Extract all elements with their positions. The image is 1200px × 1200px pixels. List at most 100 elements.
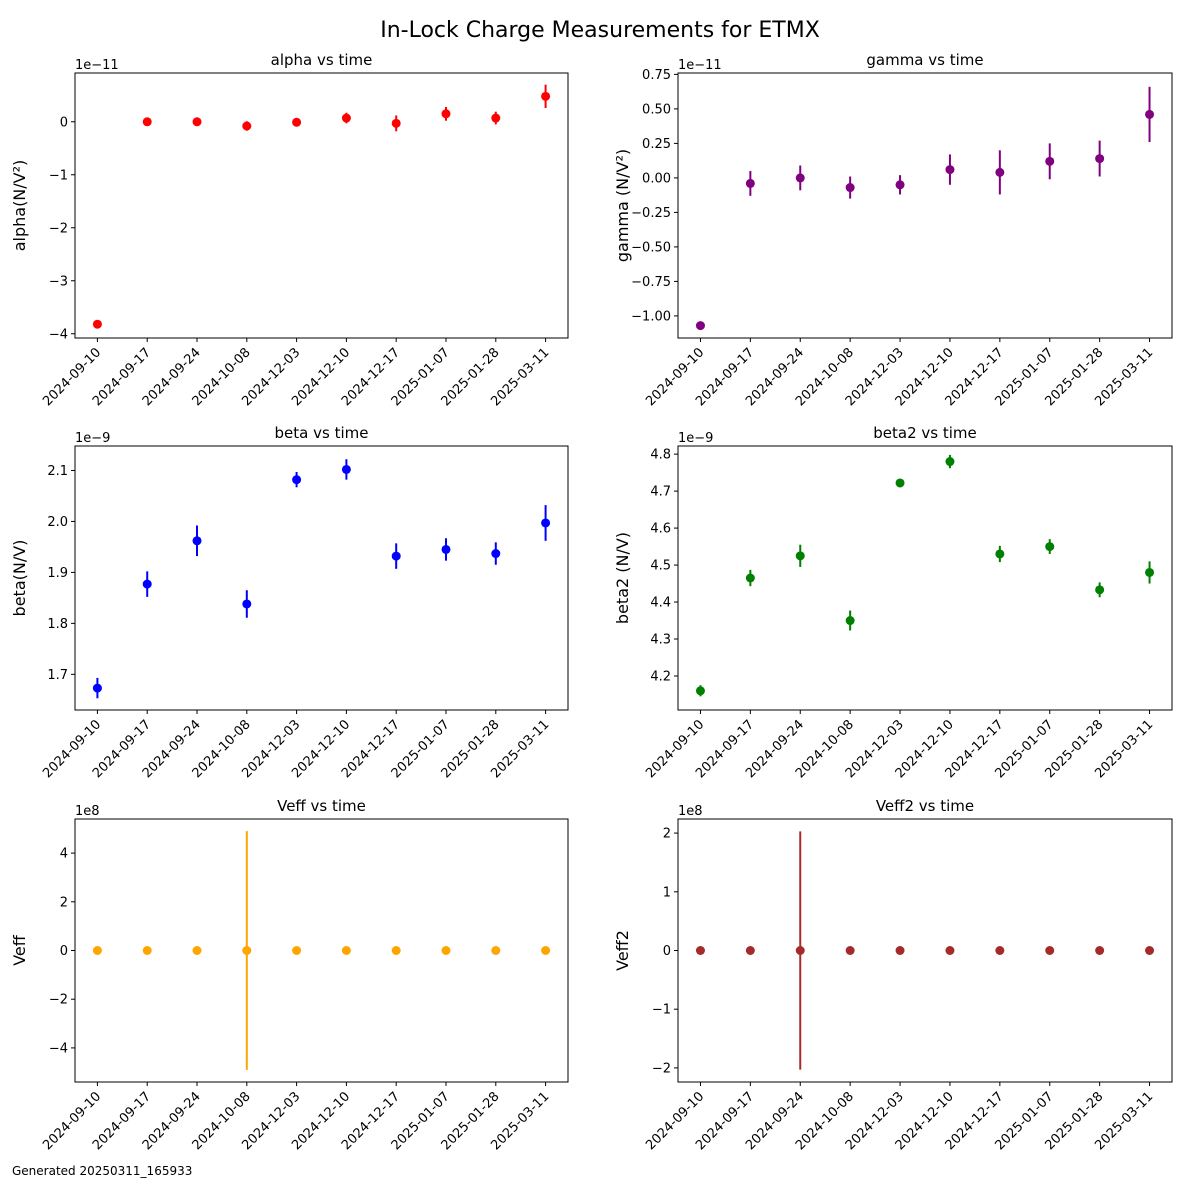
data-point: [192, 117, 202, 127]
data-point: [795, 946, 805, 955]
y-axis-label: gamma (N/V²): [613, 149, 632, 262]
y-tick-label: 0.75: [642, 68, 671, 83]
data-point: [541, 91, 551, 101]
data-point: [391, 946, 401, 955]
data-point: [441, 544, 451, 554]
y-tick-label: 4.8: [650, 448, 671, 463]
data-point: [92, 683, 102, 693]
y-tick-label: 2: [60, 895, 68, 910]
data-point: [695, 321, 705, 331]
axis-offset-label: 1e8: [678, 804, 703, 819]
data-point: [1145, 567, 1155, 577]
data-point: [391, 118, 401, 128]
y-axis-label: alpha(N/V²): [10, 160, 29, 252]
subplot-5: Veff vs time1e8Veff−4−20242024-09-102024…: [10, 797, 569, 1153]
y-axis-label: beta2 (N/V): [613, 532, 632, 624]
data-point: [192, 946, 202, 955]
data-point: [745, 946, 755, 955]
data-point: [142, 117, 152, 127]
axes-frame: [74, 72, 569, 339]
y-tick-label: −0.50: [631, 240, 671, 255]
data-point: [795, 173, 805, 183]
axes-frame: [677, 445, 1173, 711]
y-tick-label: −3: [49, 274, 68, 289]
data-point: [1095, 946, 1105, 955]
data-point: [292, 117, 302, 127]
subplot-title: Veff2 vs time: [876, 797, 974, 815]
data-point: [491, 549, 501, 559]
data-point: [945, 165, 955, 175]
data-point: [945, 946, 955, 955]
data-point: [845, 946, 855, 955]
data-point: [795, 551, 805, 561]
data-point: [491, 946, 501, 955]
data-point: [1095, 154, 1105, 164]
y-axis-label: Veff2: [613, 930, 632, 971]
y-axis-label: Veff: [10, 934, 29, 966]
data-point: [1045, 542, 1055, 552]
subplot-1: alpha vs time1e−11alpha(N/V²)−4−3−2−1020…: [10, 51, 569, 409]
data-point: [142, 946, 152, 955]
y-tick-label: 4: [60, 847, 68, 862]
data-point: [945, 457, 955, 467]
data-point: [1095, 585, 1105, 595]
y-tick-label: 1.7: [47, 668, 68, 683]
y-tick-label: 4.6: [650, 522, 671, 537]
data-point: [92, 946, 102, 955]
data-point: [292, 946, 302, 955]
y-tick-label: 0: [60, 944, 68, 959]
data-point: [491, 113, 501, 123]
subplot-title: beta vs time: [275, 424, 369, 442]
data-point: [895, 180, 905, 190]
y-tick-label: −2: [49, 221, 68, 236]
data-point: [695, 946, 705, 955]
axes-frame: [677, 72, 1173, 339]
subplot-6: Veff2 vs time1e8Veff2−2−10122024-09-1020…: [613, 797, 1173, 1153]
generated-footer: Generated 20250311_165933: [12, 1164, 193, 1178]
y-tick-label: −0.75: [631, 275, 671, 290]
subplot-title: beta2 vs time: [873, 424, 976, 442]
data-point: [1145, 946, 1155, 955]
data-point: [441, 109, 451, 119]
data-point: [341, 113, 351, 123]
y-tick-label: 4.5: [650, 559, 671, 574]
subplot-4: beta2 vs time 1e−9 beta2 (N/V) 4.2 4.3 4.4 4.5…: [613, 424, 1173, 781]
data-point: [541, 518, 551, 528]
y-tick-label: −1: [49, 168, 68, 183]
data-point: [995, 167, 1005, 177]
subplot-3: beta vs time 1e−9 beta(N/V) 1.7 1.8 1.9 2.0 2.1…: [10, 424, 569, 781]
data-point: [192, 536, 202, 546]
data-point: [1045, 156, 1055, 166]
data-point: [292, 475, 302, 485]
axis-offset-label: 1e−11: [678, 58, 722, 73]
data-point: [142, 579, 152, 589]
data-point: [745, 573, 755, 583]
y-tick-label: 4.7: [650, 485, 671, 500]
y-tick-label: −2: [49, 993, 68, 1008]
figure-title: In-Lock Charge Measurements for ETMX: [380, 18, 820, 43]
y-tick-label: 0.50: [642, 102, 671, 117]
y-tick-label: 2.0: [47, 515, 68, 530]
y-tick-label: −1: [652, 1003, 671, 1018]
y-tick-label: −4: [49, 327, 68, 342]
data-point: [1045, 946, 1055, 955]
data-point: [745, 178, 755, 188]
y-tick-label: 1: [663, 885, 671, 900]
y-tick-label: −2: [652, 1061, 671, 1076]
data-point: [391, 551, 401, 561]
data-point: [995, 946, 1005, 955]
y-tick-label: 0: [663, 944, 671, 959]
y-tick-label: 0.00: [642, 171, 671, 186]
y-tick-label: 4.4: [650, 596, 671, 611]
data-point: [895, 946, 905, 955]
y-tick-label: 1.8: [47, 617, 68, 632]
y-tick-label: −0.25: [631, 206, 671, 221]
data-point: [995, 549, 1005, 559]
y-tick-label: 4.2: [650, 669, 671, 684]
axis-offset-label: 1e−11: [75, 58, 119, 73]
data-point: [845, 183, 855, 193]
data-point: [695, 686, 705, 696]
y-axis-label: beta(N/V): [10, 540, 29, 617]
y-tick-label: 2.1: [47, 464, 68, 479]
